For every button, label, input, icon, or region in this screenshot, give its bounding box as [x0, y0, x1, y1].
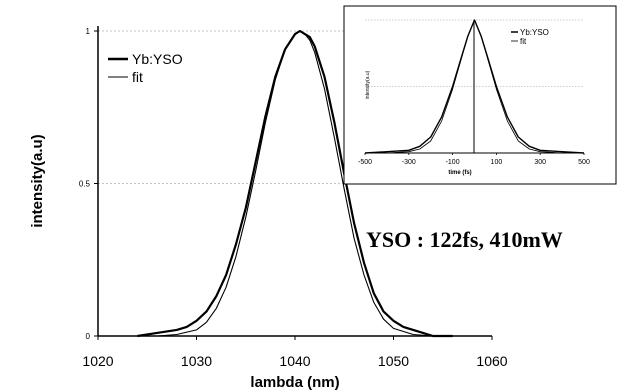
inset-chart: -500 -300 -100 100 300 500 time (fs) intensit…: [343, 5, 617, 185]
main-annotation: YSO : 122fs, 410mW: [366, 227, 563, 252]
main-x-tick-label: 1030: [181, 353, 212, 369]
inset-x-tick-label: 500: [578, 159, 590, 166]
main-x-ticks: 1020 1030 1040 1050 1060: [82, 336, 508, 369]
main-y-tick-label: 0: [86, 332, 91, 341]
inset-x-tick-label: -100: [446, 159, 460, 166]
inset-legend-label-ybyso: Yb:YSO: [520, 28, 549, 37]
inset-series: [364, 19, 585, 154]
main-series-line-fit: [137, 30, 453, 337]
inset-y-axis-label: intensity(a.u): [365, 70, 371, 99]
inset-x-axis-label: time (fs): [448, 170, 471, 176]
main-x-tick-label: 1060: [476, 353, 507, 369]
main-legend-label-ybyso: Yb:YSO: [132, 51, 183, 67]
main-x-tick-label: 1050: [378, 353, 409, 369]
main-y-ticks: 00.51: [79, 27, 98, 341]
main-y-tick-label: 1: [86, 27, 91, 36]
main-grid: [98, 30, 345, 184]
main-legend-label-fit: fit: [132, 69, 143, 85]
main-y-tick-label: 0.5: [79, 180, 91, 189]
main-x-axis-label: lambda (nm): [250, 374, 339, 391]
main-legend: Yb:YSO fit: [108, 51, 183, 85]
inset-legend-label-fit: fit: [520, 37, 527, 46]
inset-legend: Yb:YSO fit: [511, 28, 549, 46]
inset-x-tick-label: -300: [402, 159, 416, 166]
inset-series-line-fit: [365, 19, 584, 154]
inset-frame: [343, 5, 617, 185]
main-series: [137, 29, 453, 338]
main-x-tick-label: 1020: [82, 353, 113, 369]
inset-x-tick-label: 300: [534, 159, 546, 166]
main-chart: 1020 1030 1040 1050 1060 00.51 lambda (nm) i…: [29, 26, 563, 391]
main-x-tick-label: 1040: [279, 353, 310, 369]
inset-x-tick-label: 100: [491, 159, 503, 166]
main-y-axis-label: intensity(a.u): [29, 134, 46, 227]
inset-x-tick-label: -500: [358, 159, 372, 166]
